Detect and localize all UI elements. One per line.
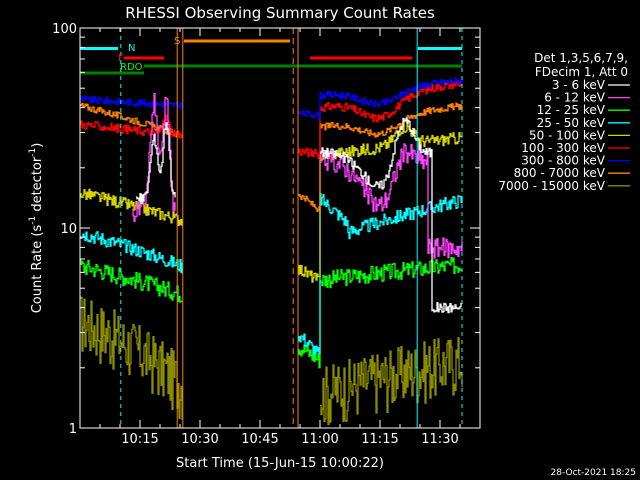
legend-entry-label: 100 - 300 keV: [521, 141, 605, 155]
y-axis: 1 10 100: [52, 22, 480, 437]
series-6-12-kev-trace-2: [320, 143, 463, 259]
series-300-800-kev-trace-2: [298, 77, 463, 119]
series-800-7000-kev-trace-2: [298, 102, 463, 212]
y-axis-label-part1: Count Rate (s: [30, 225, 45, 314]
series-7000-15000-kev-trace-2: [320, 337, 463, 426]
series-6-12-kev-trace-1: [132, 92, 176, 222]
series-25-50-kev-trace-1: [80, 231, 183, 274]
legend-entry-label: 7000 - 15000 keV: [498, 179, 605, 193]
x-tick-label: 11:00: [301, 432, 338, 447]
y-tick-label: 10: [60, 222, 77, 237]
legend-entry-label: 300 - 800 keV: [521, 154, 605, 168]
x-tick-label: 11:30: [421, 432, 458, 447]
series-100-300-kev-trace-2: [298, 80, 463, 159]
legend-entry-label: 25 - 50 keV: [537, 116, 606, 130]
x-tick-label: 11:15: [361, 432, 398, 447]
y-axis-label: Count Rate (s-1 detector-1): [28, 143, 45, 314]
status-bars: [80, 39, 462, 75]
y-axis-label-part2: detector: [30, 156, 45, 216]
annotation-rdo: RDO: [120, 62, 143, 73]
y-tick-label: 100: [52, 22, 77, 37]
series-6-12-kev: [132, 92, 463, 259]
annotation-n: N: [128, 43, 135, 54]
series-800-7000-kev: [80, 102, 463, 212]
vertical-markers: [120, 28, 463, 428]
series-7000-15000-kev-trace-1: [80, 296, 183, 420]
series-50-100-kev-trace-1: [80, 188, 183, 226]
legend-header-line: FDecim 1, Att 0: [535, 65, 628, 79]
annotation-f: F: [118, 53, 124, 64]
series-25-50-kev-trace-2: [298, 193, 463, 356]
legend-entry-label: 6 - 12 keV: [544, 91, 606, 105]
series-12-25-kev-trace-2: [298, 256, 463, 369]
legend-entry-label: 12 - 25 keV: [537, 103, 606, 117]
annotation-s: S: [174, 36, 180, 47]
y-axis-label-part3: ): [30, 143, 45, 148]
series-7000-15000-kev: [80, 296, 463, 426]
y-tick-label: 1: [69, 422, 77, 437]
series-3-6-kev-trace-2: [320, 117, 463, 314]
series-12-25-kev-trace-1: [80, 258, 183, 303]
series-25-50-kev: [80, 193, 463, 356]
x-tick-label: 10:15: [121, 432, 158, 447]
y-axis-label-sup2: -1: [28, 148, 38, 157]
timestamp: 28-Oct-2021 18:25: [551, 468, 636, 478]
legend: Det 1,3,5,6,7,9,FDecim 1, Att 03 - 6 keV…: [498, 51, 630, 193]
x-axis: 10:15 10:30 10:45 11:00 11:15 11:30: [99, 28, 461, 447]
series-12-25-kev: [80, 256, 463, 369]
y-axis-label-sup1: -1: [28, 216, 38, 225]
series-3-6-kev: [136, 117, 463, 314]
legend-entry-label: 50 - 100 keV: [529, 128, 606, 142]
legend-header-line: Det 1,3,5,6,7,9,: [534, 51, 628, 65]
series-800-7000-kev-trace-1: [80, 102, 183, 139]
x-tick-label: 10:30: [181, 432, 218, 447]
legend-entry-label: 800 - 7000 keV: [514, 166, 606, 180]
series-layer: [80, 77, 463, 426]
x-axis-label: Start Time (15-Jun-15 10:00:22): [176, 456, 384, 471]
legend-entry-label: 3 - 6 keV: [552, 78, 606, 92]
series-3-6-kev-trace-1: [136, 122, 176, 204]
x-tick-label: 10:45: [241, 432, 278, 447]
chart-title: RHESSI Observing Summary Count Rates: [125, 4, 435, 22]
